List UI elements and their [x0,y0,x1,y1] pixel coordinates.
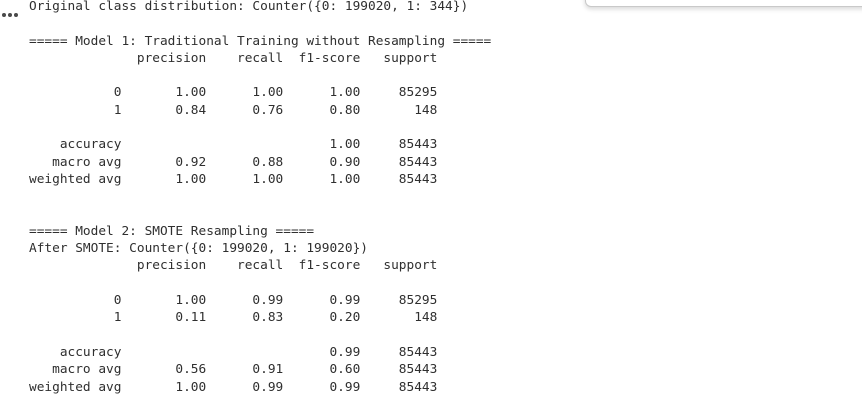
output-line: macro avg 0.92 0.88 0.90 85443 [29,154,438,170]
output-line: 0 1.00 0.99 0.99 85295 [29,293,438,309]
output-line: weighted avg 1.00 0.99 0.99 85443 [29,379,438,395]
ellipsis-dot [2,13,6,17]
output-line: After SMOTE: Counter({0: 199020, 1: 1990… [29,241,368,257]
output-line: macro avg 0.56 0.91 0.60 85443 [29,362,438,378]
notebook-cell-toolbar[interactable] [585,0,862,7]
output-line [29,275,491,292]
output-line: 1 0.84 0.76 0.80 148 [29,102,438,118]
output-line: accuracy 1.00 85443 [29,137,438,153]
cell-output-text: Original class distribution: Counter({0:… [29,0,491,396]
output-line: ===== Model 2: SMOTE Resampling ===== [29,223,315,239]
output-line: ===== Model 1: Traditional Training with… [29,33,492,49]
output-line: precision recall f1-score support [29,258,438,274]
output-line: Original class distribution: Counter({0:… [29,0,469,14]
output-line [29,67,491,84]
output-line: precision recall f1-score support [29,50,438,66]
output-line: weighted avg 1.00 1.00 1.00 85443 [29,171,438,187]
output-line: 1 0.11 0.83 0.20 148 [29,310,438,326]
output-line [29,188,491,205]
ellipsis-dot [14,13,18,17]
output-line [29,119,491,136]
output-line [29,206,491,223]
output-more-actions-icon[interactable] [2,13,18,17]
output-line [29,15,491,32]
output-line: accuracy 0.99 85443 [29,344,438,360]
ellipsis-dot [8,13,12,17]
output-line: 0 1.00 1.00 1.00 85295 [29,85,438,101]
output-line [29,327,491,344]
